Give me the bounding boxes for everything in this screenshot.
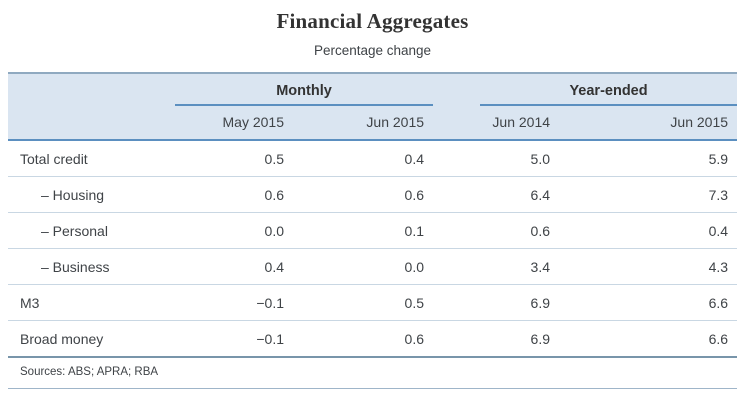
table-row-m3: M3 −0.1 0.5 6.9 6.6	[8, 284, 738, 321]
cell-spacer	[433, 176, 481, 213]
sources-row: Sources: ABS; APRA; RBA	[8, 357, 738, 389]
header-spacer-cell	[433, 73, 481, 105]
cell-value: 5.9	[559, 140, 738, 177]
row-label: Total credit	[8, 140, 175, 177]
cell-value: 6.9	[480, 284, 560, 321]
cell-value: 6.9	[480, 320, 560, 358]
table-row-broad-money: Broad money −0.1 0.6 6.9 6.6	[8, 320, 738, 358]
cell-value: 0.6	[293, 320, 434, 358]
cell-value: 0.5	[175, 140, 293, 177]
table-row-business: – Business 0.4 0.0 3.4 4.3	[8, 248, 738, 285]
cell-value: 6.6	[559, 320, 738, 358]
column-group-row: Monthly Year-ended	[8, 73, 738, 106]
cell-value: 0.4	[559, 212, 738, 249]
table-header: Monthly Year-ended May 2015 Jun 2015 Jun…	[8, 73, 738, 141]
cell-value: 0.4	[175, 248, 293, 285]
page-subtitle: Percentage change	[313, 43, 432, 58]
table-row-personal: – Personal 0.0 0.1 0.6 0.4	[8, 212, 738, 249]
column-header-row: May 2015 Jun 2015 Jun 2014 Jun 2015	[8, 105, 738, 141]
cell-spacer	[433, 140, 481, 177]
cell-spacer	[433, 320, 481, 358]
row-label: – Housing	[8, 176, 175, 213]
cell-value: 3.4	[480, 248, 560, 285]
column-header-may-2015: May 2015	[175, 105, 293, 141]
cell-spacer	[433, 248, 481, 285]
cell-spacer	[433, 284, 481, 321]
header-blank-cell	[8, 105, 175, 141]
cell-value: 6.4	[480, 176, 560, 213]
cell-value: 0.6	[293, 176, 434, 213]
cell-value: 0.4	[293, 140, 434, 177]
cell-value: 0.0	[293, 248, 434, 285]
row-label: M3	[8, 284, 175, 321]
table-row-total-credit: Total credit 0.5 0.4 5.0 5.9	[8, 140, 738, 177]
cell-value: −0.1	[175, 284, 293, 321]
header-spacer-cell	[433, 105, 481, 141]
row-label: – Personal	[8, 212, 175, 249]
column-header-jun-2014: Jun 2014	[480, 105, 560, 141]
cell-value: 6.6	[559, 284, 738, 321]
header-blank-cell	[8, 73, 175, 105]
financial-aggregates-table: Monthly Year-ended May 2015 Jun 2015 Jun…	[8, 72, 738, 389]
sources-note: Sources: ABS; APRA; RBA	[8, 357, 738, 389]
page-title: Financial Aggregates	[276, 9, 469, 33]
column-group-monthly: Monthly	[175, 73, 434, 106]
column-header-jun-2015-monthly: Jun 2015	[293, 105, 434, 141]
cell-value: 0.6	[480, 212, 560, 249]
cell-spacer	[433, 212, 481, 249]
row-label: Broad money	[8, 320, 175, 358]
column-header-jun-2015-year: Jun 2015	[559, 105, 738, 141]
row-label: – Business	[8, 248, 175, 285]
table-row-housing: – Housing 0.6 0.6 6.4 7.3	[8, 176, 738, 213]
cell-value: 0.6	[175, 176, 293, 213]
cell-value: 5.0	[480, 140, 560, 177]
cell-value: 0.5	[293, 284, 434, 321]
table-footer: Sources: ABS; APRA; RBA	[8, 357, 738, 389]
cell-value: −0.1	[175, 320, 293, 358]
cell-value: 0.0	[175, 212, 293, 249]
column-group-year-ended: Year-ended	[480, 73, 738, 106]
cell-value: 7.3	[559, 176, 738, 213]
cell-value: 0.1	[293, 212, 434, 249]
cell-value: 4.3	[559, 248, 738, 285]
table-body: Total credit 0.5 0.4 5.0 5.9 – Housing 0…	[8, 140, 738, 358]
